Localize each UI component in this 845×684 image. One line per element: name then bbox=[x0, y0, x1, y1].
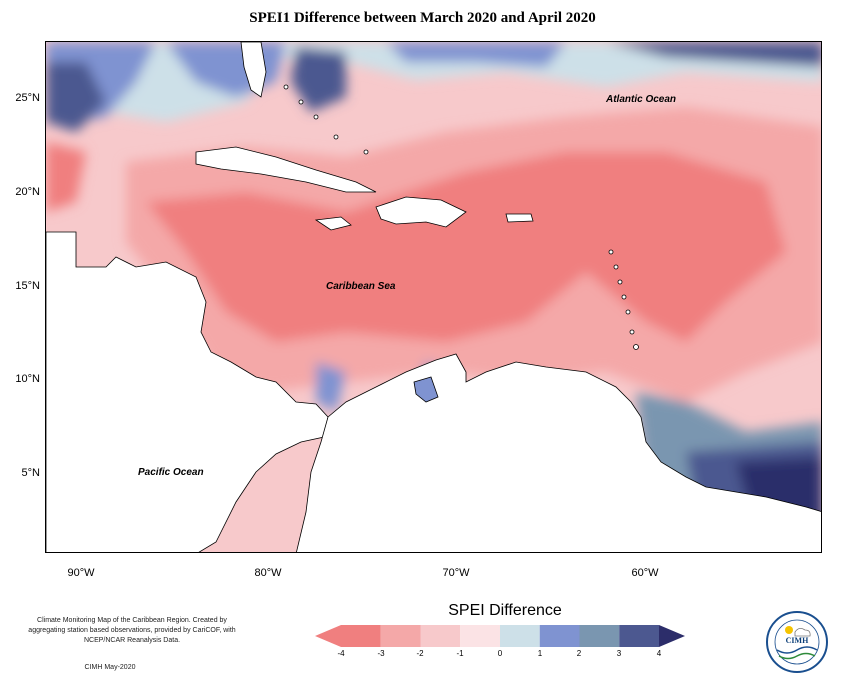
lon-label-60w: 60°W bbox=[631, 567, 659, 579]
lat-label-10n: 10°N bbox=[15, 373, 40, 385]
map-area bbox=[45, 41, 822, 553]
lat-label-5n: 5°N bbox=[21, 467, 40, 479]
wave-icon bbox=[776, 646, 818, 654]
lon-label-70w: 70°W bbox=[442, 567, 470, 579]
legend-tick: 1 bbox=[537, 649, 543, 658]
legend-tick: 3 bbox=[616, 649, 622, 658]
legend-tick: 0 bbox=[497, 649, 503, 658]
legend-colorbar bbox=[315, 625, 685, 647]
cloud-icon bbox=[794, 628, 811, 637]
legend-tick: 4 bbox=[656, 649, 662, 658]
legend-swatch bbox=[341, 625, 381, 647]
legend-title: SPEI Difference bbox=[448, 602, 562, 619]
legend-swatch bbox=[380, 625, 421, 647]
caribbean-sea-label: Caribbean Sea bbox=[326, 281, 396, 292]
pacific-ocean-label: Pacific Ocean bbox=[138, 467, 204, 478]
legend-swatch bbox=[539, 625, 580, 647]
map-credit: CIMH May-2020 bbox=[84, 664, 136, 671]
legend-tick: -1 bbox=[456, 649, 464, 658]
lon-label-80w: 80°W bbox=[254, 567, 282, 579]
lat-label-25n: 25°N bbox=[15, 92, 40, 104]
cimh-logo bbox=[766, 611, 828, 673]
legend-tick: -3 bbox=[377, 649, 385, 658]
legend-swatch bbox=[579, 625, 620, 647]
legend-tick: -4 bbox=[337, 649, 345, 658]
legend-swatch bbox=[500, 625, 540, 647]
legend-arrow-right bbox=[659, 625, 685, 647]
lat-label-20n: 20°N bbox=[15, 186, 40, 198]
map-title: SPEI1 Difference between March 2020 and … bbox=[249, 10, 596, 26]
map-description: Climate Monitoring Map of the Caribbean … bbox=[28, 617, 236, 644]
cimh-logo-text: CIMH bbox=[785, 636, 809, 645]
atlantic-ocean-label: Atlantic Ocean bbox=[606, 94, 677, 105]
land-outlines bbox=[46, 42, 821, 552]
spei-field bbox=[46, 42, 821, 552]
legend-tick: -2 bbox=[416, 649, 424, 658]
lat-label-15n: 15°N bbox=[15, 280, 40, 292]
sun-icon bbox=[785, 626, 793, 634]
legend-tick: 2 bbox=[576, 649, 582, 658]
legend-swatch bbox=[619, 625, 659, 647]
lon-label-90w: 90°W bbox=[67, 567, 95, 579]
wave-icon bbox=[778, 652, 816, 660]
legend-arrow-left bbox=[315, 625, 341, 647]
legend-swatch bbox=[460, 625, 500, 647]
legend-swatch bbox=[420, 625, 461, 647]
